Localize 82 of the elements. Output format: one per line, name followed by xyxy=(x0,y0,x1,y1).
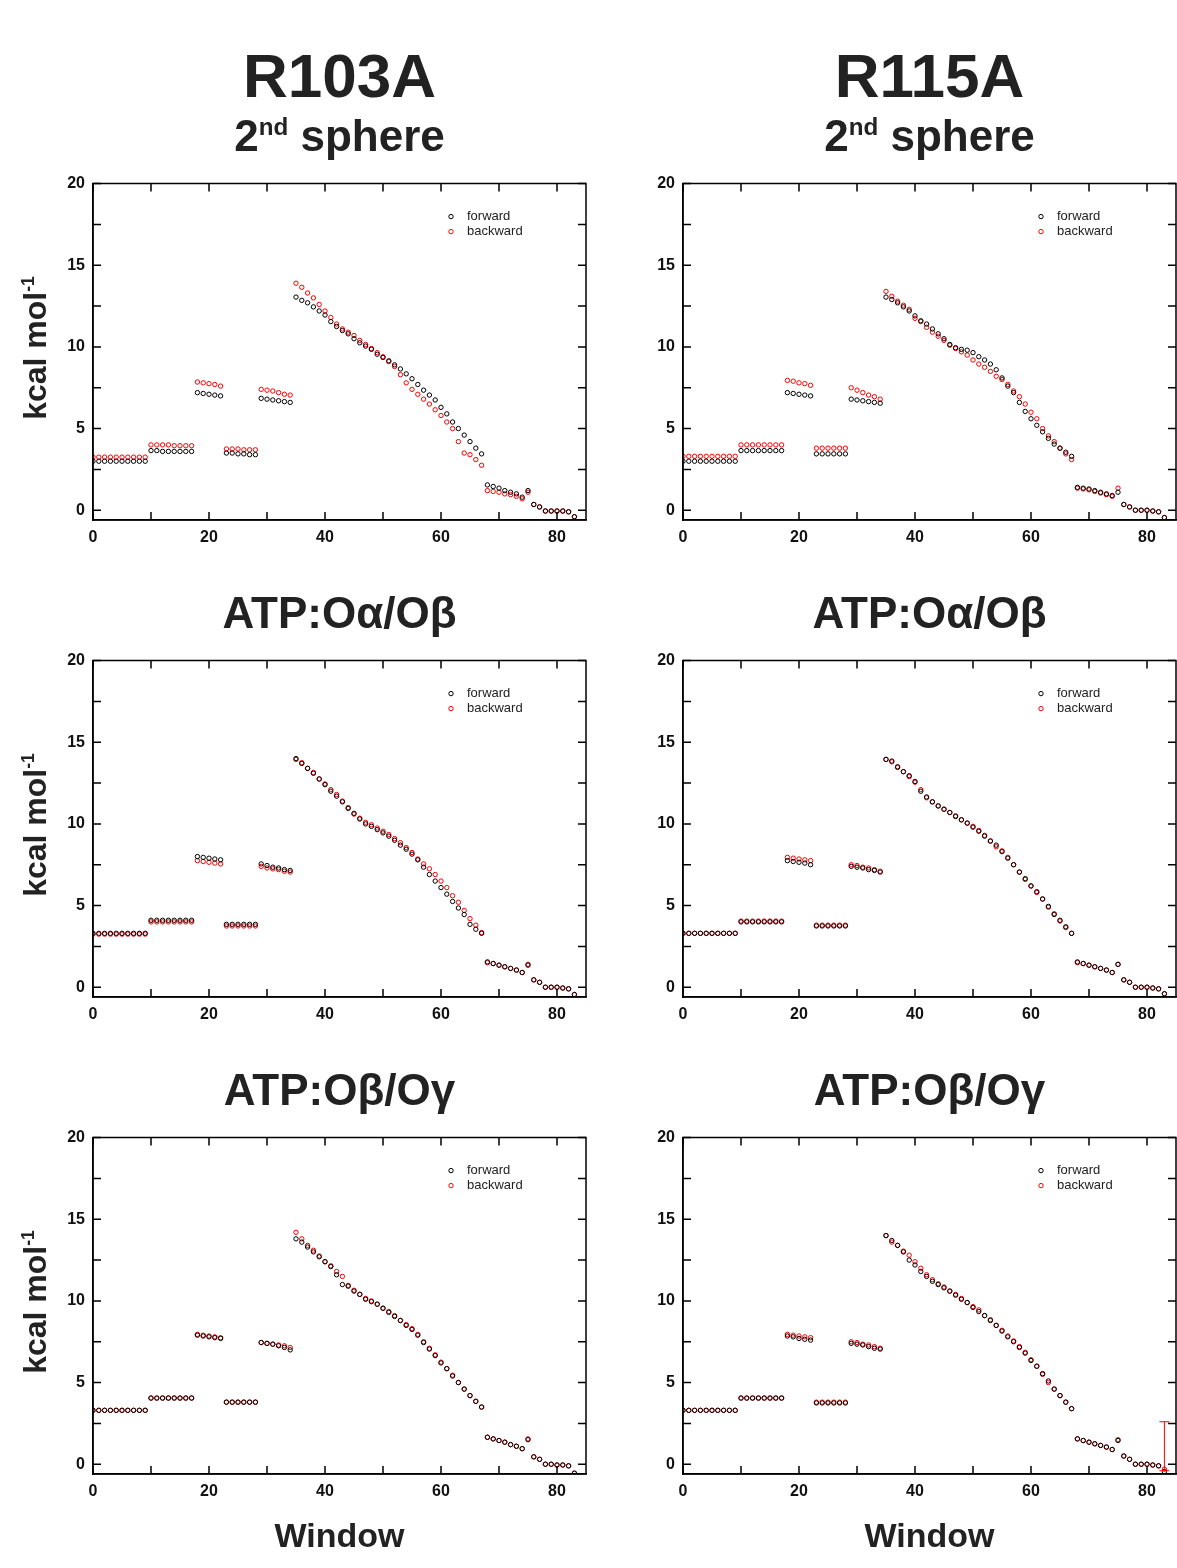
x-tick-label: 60 xyxy=(432,1482,450,1500)
y-tick-label: 5 xyxy=(666,895,676,913)
x-tick-label: 80 xyxy=(548,1482,566,1500)
x-tick-label: 0 xyxy=(678,1005,688,1023)
y-tick-label: 10 xyxy=(657,814,676,832)
y-tick-label: 15 xyxy=(67,732,86,750)
legend-label: forward xyxy=(467,685,511,701)
legend-label: backward xyxy=(1057,1177,1113,1193)
legend-label: forward xyxy=(467,208,511,224)
chart-title: ATP:Oα/Oβ xyxy=(811,588,1048,639)
x-tick-label: 40 xyxy=(906,1482,924,1500)
x-tick-label: 0 xyxy=(88,1005,98,1023)
chart-title: ATP:Oβ/Oγ xyxy=(812,1065,1047,1116)
y-tick-label: 0 xyxy=(666,1454,676,1472)
legend-label: backward xyxy=(467,700,523,716)
x-tick-label: 60 xyxy=(432,528,450,546)
y-tick-label: 15 xyxy=(657,1209,676,1227)
y-tick-label: 10 xyxy=(67,1291,86,1309)
x-tick-label: 40 xyxy=(316,1482,334,1500)
y-tick-label: 10 xyxy=(657,1291,676,1309)
x-tick-label: 40 xyxy=(316,528,334,546)
x-tick-label: 0 xyxy=(88,528,98,546)
y-tick-label: 20 xyxy=(67,651,86,669)
y-tick-label: 15 xyxy=(657,255,676,273)
y-tick-label: 20 xyxy=(67,1128,86,1146)
legend-label: forward xyxy=(467,1162,511,1178)
y-tick-label: 5 xyxy=(666,1372,676,1390)
legend-label: backward xyxy=(467,1177,523,1193)
x-axis-title: Window xyxy=(863,1516,996,1555)
y-tick-label: 5 xyxy=(666,418,676,436)
y-tick-label: 0 xyxy=(76,1454,86,1472)
x-tick-label: 60 xyxy=(1022,1005,1040,1023)
chart-title: R115A xyxy=(833,40,1026,112)
y-tick-label: 0 xyxy=(76,500,86,518)
x-tick-label: 80 xyxy=(548,1005,566,1023)
legend-label: backward xyxy=(467,223,523,239)
y-tick-label: 5 xyxy=(76,418,86,436)
y-tick-label: 15 xyxy=(657,732,676,750)
x-tick-label: 20 xyxy=(200,1482,218,1500)
x-axis-title: Window xyxy=(273,1516,406,1555)
x-tick-label: 60 xyxy=(432,1005,450,1023)
y-tick-label: 0 xyxy=(666,500,676,518)
legend-label: forward xyxy=(1057,1162,1101,1178)
x-tick-label: 80 xyxy=(1138,528,1156,546)
x-tick-label: 20 xyxy=(200,528,218,546)
y-tick-label: 20 xyxy=(657,1128,676,1146)
y-tick-label: 20 xyxy=(657,651,676,669)
chart-title: R103A xyxy=(242,40,437,112)
chart-title: ATP:Oα/Oβ xyxy=(221,588,458,639)
x-tick-label: 0 xyxy=(88,1482,98,1500)
x-tick-label: 0 xyxy=(678,528,688,546)
x-tick-label: 20 xyxy=(790,1005,808,1023)
y-tick-label: 0 xyxy=(666,977,676,995)
chart-subtitle: 2$^{nd}$ sphere xyxy=(823,111,1036,162)
y-tick-label: 10 xyxy=(657,337,676,355)
x-tick-label: 40 xyxy=(906,1005,924,1023)
y-tick-label: 10 xyxy=(67,814,86,832)
x-tick-label: 80 xyxy=(548,528,566,546)
x-tick-label: 80 xyxy=(1138,1482,1156,1500)
legend-label: backward xyxy=(1057,700,1113,716)
x-tick-label: 20 xyxy=(790,1482,808,1500)
legend-label: forward xyxy=(1057,208,1101,224)
x-tick-label: 0 xyxy=(678,1482,688,1500)
legend-label: backward xyxy=(1057,223,1113,239)
x-tick-label: 60 xyxy=(1022,1482,1040,1500)
y-tick-label: 5 xyxy=(76,1372,86,1390)
x-tick-label: 60 xyxy=(1022,528,1040,546)
y-tick-label: 15 xyxy=(67,255,86,273)
y-tick-label: 15 xyxy=(67,1209,86,1227)
x-tick-label: 40 xyxy=(906,528,924,546)
y-tick-label: 0 xyxy=(76,977,86,995)
y-tick-label: 20 xyxy=(657,174,676,192)
chart-title: ATP:Oβ/Oγ xyxy=(222,1065,457,1116)
x-tick-label: 40 xyxy=(316,1005,334,1023)
legend-label: forward xyxy=(1057,685,1101,701)
y-tick-label: 10 xyxy=(67,337,86,355)
x-tick-label: 20 xyxy=(790,528,808,546)
y-tick-label: 5 xyxy=(76,895,86,913)
y-tick-label: 20 xyxy=(67,174,86,192)
chart-subtitle: 2$^{nd}$ sphere xyxy=(233,111,446,162)
x-tick-label: 80 xyxy=(1138,1005,1156,1023)
x-tick-label: 20 xyxy=(200,1005,218,1023)
